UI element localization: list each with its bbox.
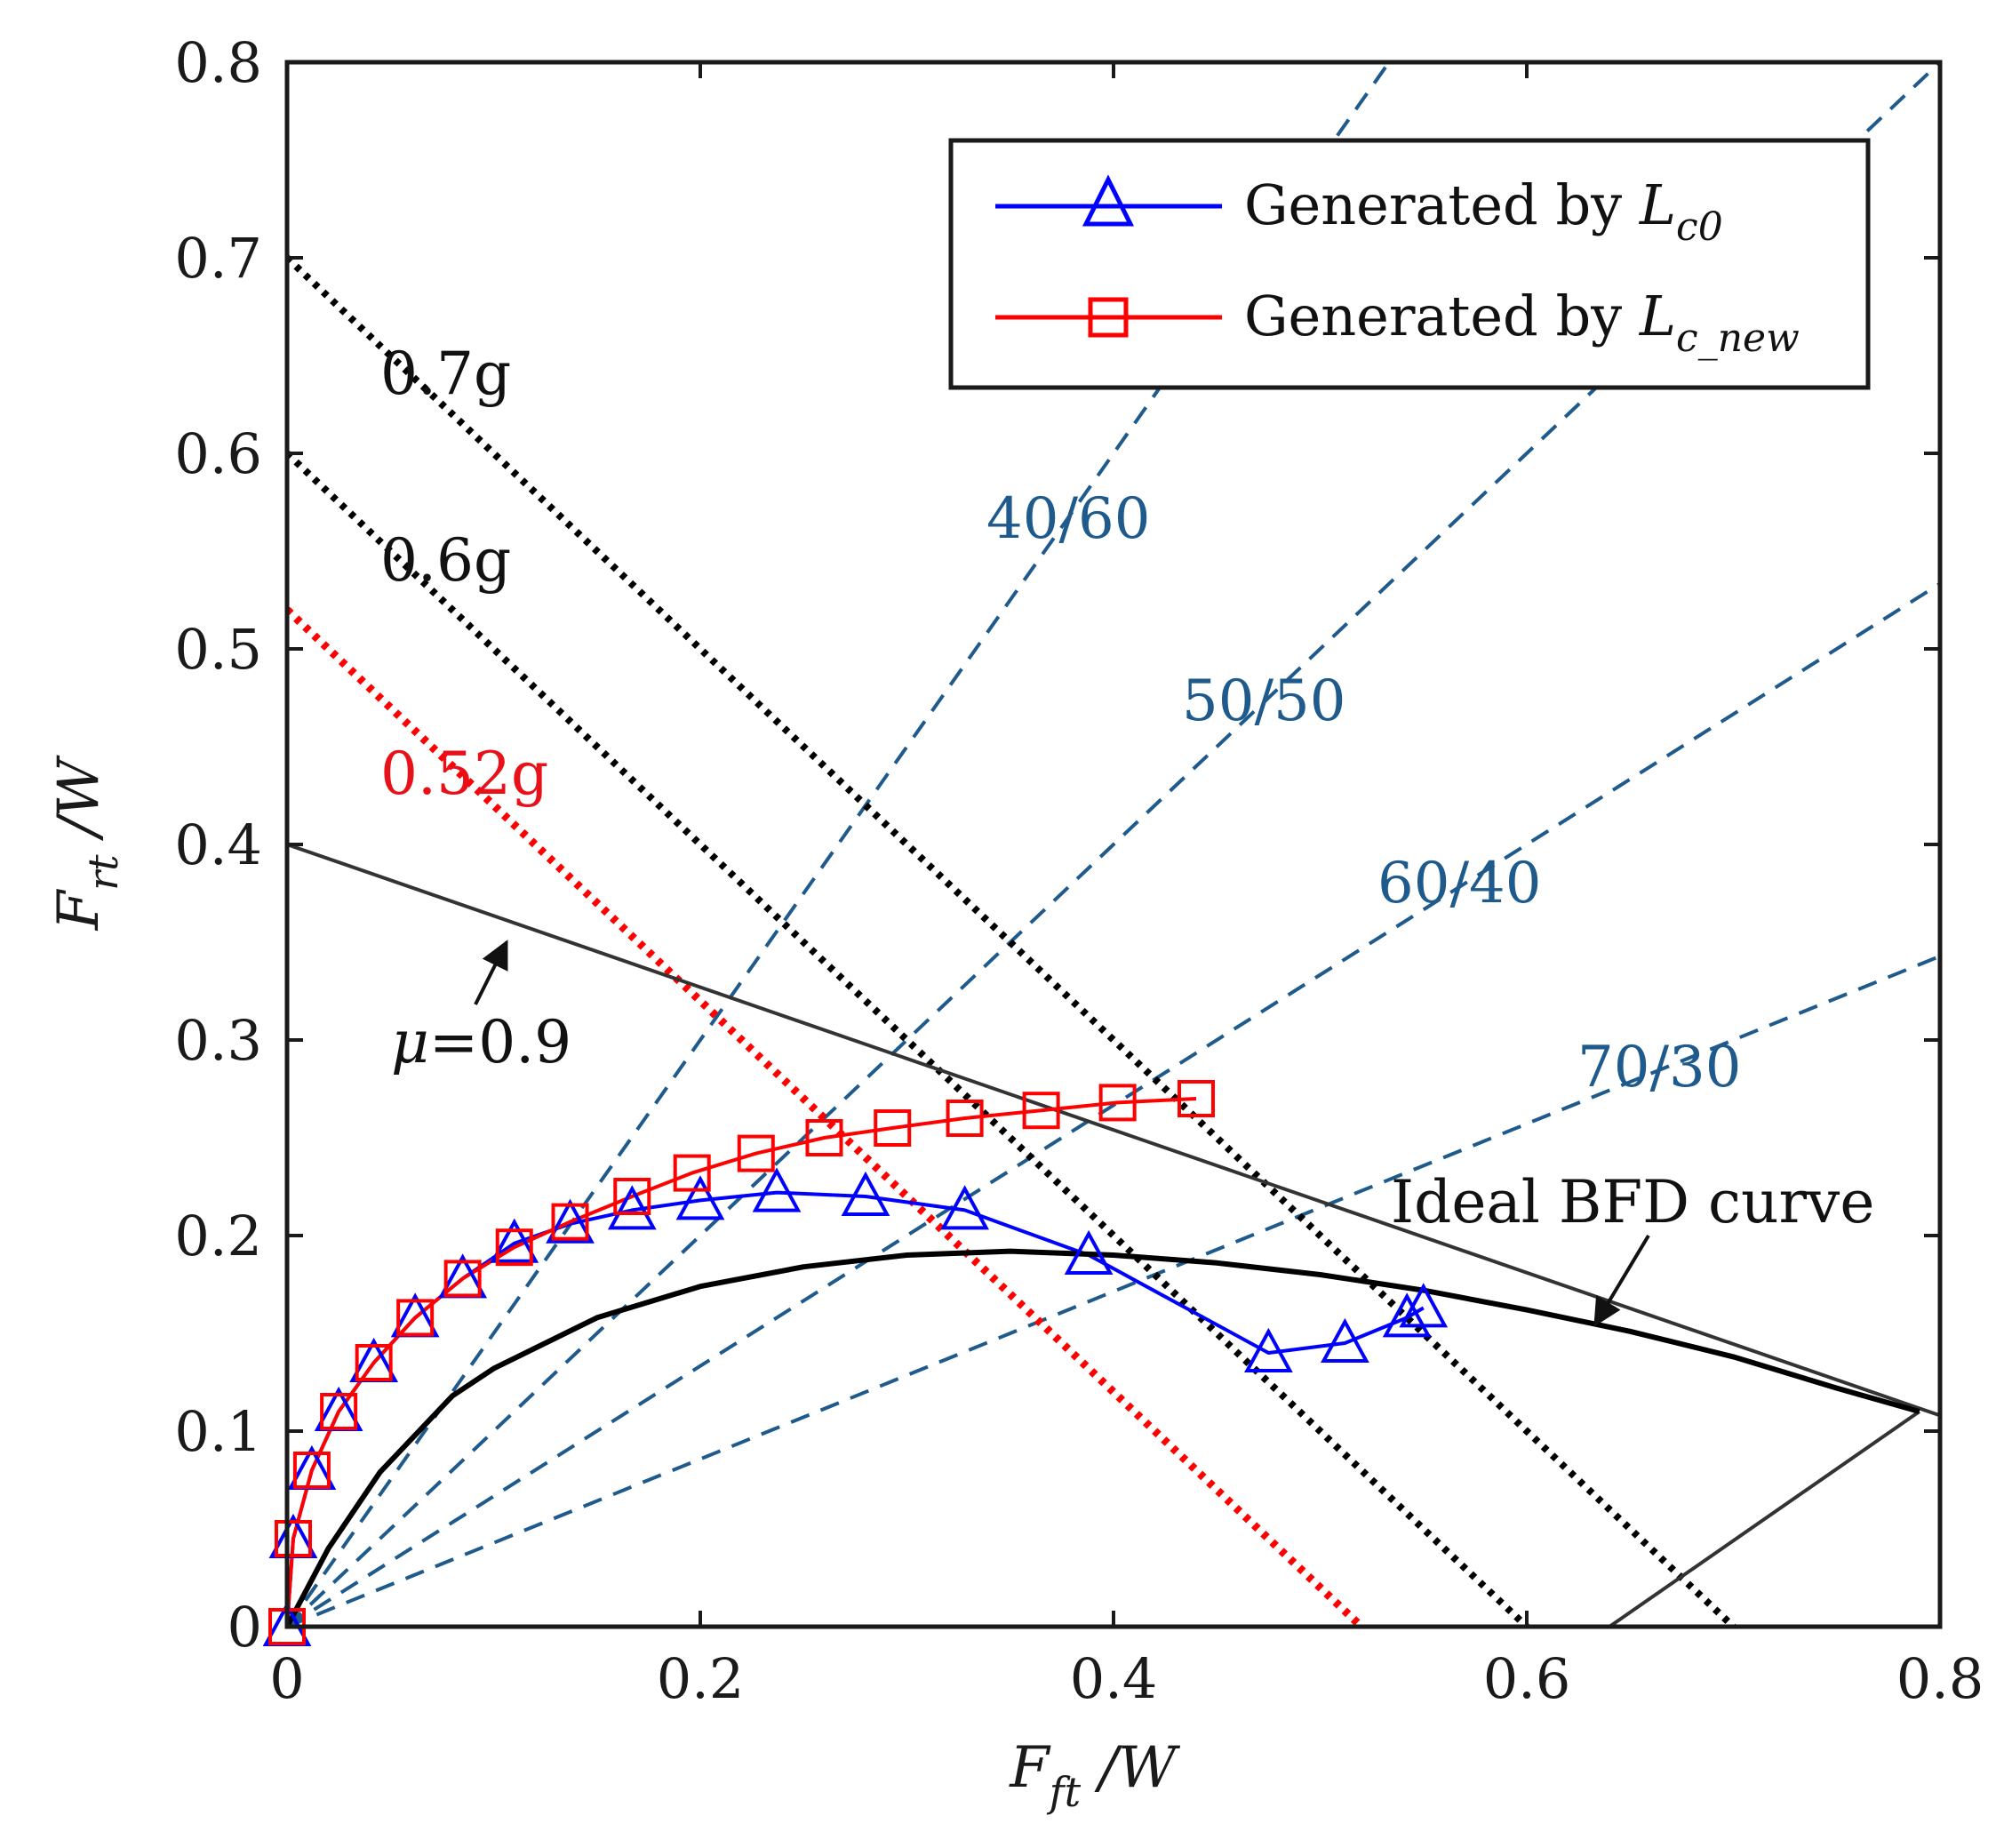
lc0-point — [1399, 1283, 1449, 1328]
lc0-point — [1244, 1327, 1293, 1372]
y-tick-label: 0.4 — [174, 812, 262, 877]
deceleration-line-0.7g — [287, 255, 1737, 1627]
lc0-point — [841, 1171, 890, 1216]
lc0-point — [1382, 1292, 1432, 1338]
friction-line-mu — [287, 843, 1940, 1418]
lcnew-point — [874, 1109, 912, 1147]
y-tick-label: 0.3 — [174, 1008, 262, 1073]
mu-arrow — [474, 940, 508, 1005]
y-axis-label: Frt /W — [46, 754, 127, 931]
x-axis-label-sub: ft — [1047, 1768, 1082, 1816]
x-axis-label-tail: /W — [1081, 1735, 1181, 1801]
lcnew-point — [1178, 1080, 1215, 1117]
lc0-point — [546, 1198, 595, 1244]
y-tick-label: 0.1 — [174, 1399, 262, 1464]
legend-box — [948, 138, 1871, 390]
series-line-ideal-bfd — [287, 1248, 1920, 1627]
label-40-60: 40/60 — [986, 486, 1150, 552]
lcnew-point — [495, 1228, 533, 1267]
x-tick-label: 0.8 — [1896, 1646, 1984, 1711]
lcnew-point — [396, 1299, 435, 1337]
y-axis-label-tail: /W — [46, 754, 112, 854]
x-axis-label: Fft /W — [1009, 1735, 1181, 1816]
lc0-point — [752, 1167, 802, 1212]
lcnew-point — [613, 1178, 651, 1215]
y-tick-label: 0.5 — [174, 617, 262, 682]
label-mu: μ=0.9 — [391, 1008, 571, 1076]
label-0.52g: 0.52g — [380, 740, 548, 808]
label-60-40: 60/40 — [1377, 851, 1541, 916]
lcnew-point — [1022, 1092, 1060, 1130]
front-lock-line — [1608, 1410, 1920, 1627]
x-tick-label: 0.6 — [1483, 1646, 1571, 1711]
lcnew-point — [443, 1260, 482, 1298]
y-axis-label-sub: rt — [79, 854, 127, 891]
lc0-point — [490, 1218, 539, 1263]
label-mu-var: μ — [391, 1008, 429, 1076]
lc0-point — [1321, 1317, 1369, 1363]
lc0-point — [1064, 1229, 1114, 1275]
y-tick-label: 0.7 — [174, 226, 262, 291]
legend-label-lcnew: Generated by Lc_new — [1244, 284, 1800, 361]
ideal-curve-arrow — [1593, 1234, 1650, 1327]
lc0-point — [607, 1185, 657, 1230]
lcnew-point — [274, 1520, 312, 1557]
lcnew-point — [551, 1203, 589, 1241]
label-50-50: 50/50 — [1182, 668, 1345, 734]
y-tick-label: 0.8 — [174, 30, 262, 95]
lcnew-point — [946, 1100, 984, 1137]
lcnew-point — [355, 1344, 393, 1381]
lcnew-point — [292, 1452, 331, 1489]
deceleration-line-0.52g — [287, 606, 1365, 1627]
y-axis-label-main: F — [46, 888, 112, 931]
label-70-30: 70/30 — [1577, 1035, 1741, 1100]
series-line-lcnew — [287, 1097, 1197, 1627]
lcnew-point — [805, 1119, 843, 1156]
lc0-point — [675, 1175, 725, 1220]
label-ideal-bfd-curve: Ideal BFD curve — [1391, 1168, 1874, 1236]
x-tick-label: 0.4 — [1070, 1646, 1158, 1711]
x-tick-label: 0 — [269, 1646, 304, 1711]
lc0-point — [940, 1185, 989, 1230]
deceleration-line-0.6g — [287, 451, 1529, 1627]
label-0.6g: 0.6g — [380, 526, 511, 595]
lcnew-point — [1098, 1084, 1137, 1122]
y-tick-label: 0 — [228, 1595, 262, 1660]
y-tick-label: 0.2 — [174, 1204, 262, 1268]
distribution-line-50-50 — [287, 62, 1940, 1627]
y-tick-label: 0.6 — [174, 421, 262, 486]
legend-label-lc0: Generated by Lc0 — [1244, 172, 1723, 250]
legend-marker-lc0 — [1082, 174, 1135, 227]
lcnew-point — [673, 1154, 711, 1192]
legend: Generated by Lc0 Generated by Lc_new — [948, 138, 1871, 390]
lcnew-point — [320, 1393, 358, 1430]
distribution-line-60-40 — [287, 581, 1940, 1627]
label-0.7g: 0.7g — [380, 340, 511, 408]
legend-marker-lcnew — [1088, 297, 1129, 338]
x-tick-label: 0.2 — [657, 1646, 745, 1711]
lcnew-point — [737, 1134, 775, 1172]
label-mu-val: =0.9 — [429, 1008, 571, 1076]
x-axis-label-main: F — [1009, 1735, 1051, 1801]
